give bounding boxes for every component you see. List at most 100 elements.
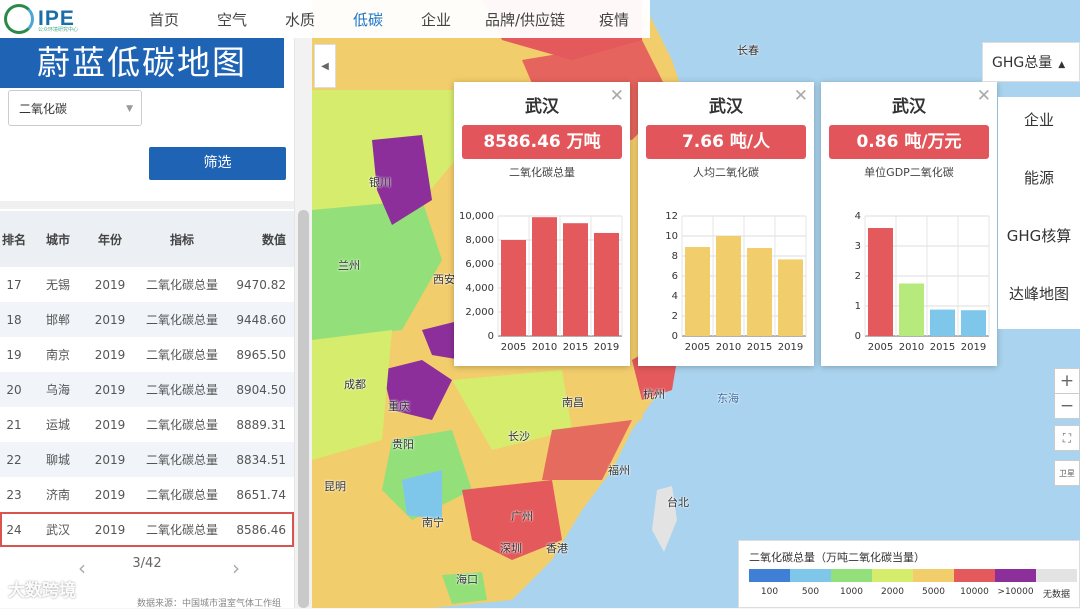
nav-epidemic[interactable]: 疫情 (598, 10, 629, 29)
table-cell-metric: 二氧化碳总量 (145, 523, 218, 537)
close-icon[interactable]: ✕ (609, 86, 624, 106)
table-cell-value: 8904.50 (236, 382, 286, 397)
bar[interactable] (563, 223, 588, 336)
legend-swatch (872, 569, 913, 582)
table-cell-value: 8586.46 (236, 522, 286, 537)
map-label: 贵阳 (392, 438, 414, 451)
legend-swatch (1036, 569, 1077, 582)
side-menu: 企业 能源 GHG核算 达峰地图 (998, 97, 1080, 329)
table-row[interactable]: 22 聊城 2019 二氧化碳总量 8834.51 (0, 442, 294, 477)
table-cell-year: 2019 (94, 522, 126, 537)
collapse-panel-button[interactable]: ◀ (314, 44, 336, 88)
bar-chart-per-gdp: 0 1 2 3 4 2005 2010 2015 2019 (855, 211, 990, 353)
table-row[interactable]: 17 无锡 2019 二氧化碳总量 9470.82 (0, 267, 294, 302)
table-cell-value: 9448.60 (236, 312, 286, 327)
table-cell-value: 9470.82 (236, 277, 286, 292)
caret-up-icon: ▲ (1058, 60, 1066, 70)
pagination: ‹ 3/42 › (0, 556, 294, 580)
table-row[interactable]: 24 武汉 2019 二氧化碳总量 8586.46 (0, 512, 294, 547)
close-icon[interactable]: ✕ (976, 86, 991, 106)
chevron-right-icon[interactable]: › (232, 556, 240, 580)
map-legend: 二氧化碳总量（万吨二氧化碳当量） 100 500 1000 2000 5000 … (738, 540, 1080, 608)
x-tick-label: 2005 (868, 342, 893, 353)
filter-button[interactable]: 筛选 (149, 147, 286, 180)
ghg-total-dropdown[interactable]: GHG总量 ▲ (982, 42, 1080, 82)
y-tick-label: 10 (665, 231, 678, 242)
table-cell-city: 运城 (45, 418, 70, 432)
table-cell-year: 2019 (94, 417, 126, 432)
table-row[interactable]: 18 邯郸 2019 二氧化碳总量 9448.60 (0, 302, 294, 337)
table-header: 排名 城市 年份 指标 数值 (0, 211, 294, 267)
map-label: 杭州 (643, 388, 665, 401)
x-tick-label: 2015 (563, 342, 588, 353)
table-row[interactable]: 20 乌海 2019 二氧化碳总量 8904.50 (0, 372, 294, 407)
map-label: 深圳 (500, 542, 522, 555)
bar-chart-per-capita: 0 2 4 6 8 10 12 2005 2010 2015 2019 (665, 211, 807, 353)
table-cell-year: 2019 (94, 487, 126, 502)
table-row[interactable]: 23 济南 2019 二氧化碳总量 8651.74 (0, 477, 294, 512)
zoom-out-button[interactable]: − (1054, 393, 1080, 419)
side-menu-ghg-accounting[interactable]: GHG核算 (1006, 227, 1072, 245)
chevron-left-icon[interactable]: ‹ (78, 556, 86, 580)
nav-home[interactable]: 首页 (148, 10, 179, 29)
nav-air[interactable]: 空气 (216, 10, 247, 29)
table-cell-city: 邯郸 (45, 313, 70, 327)
bar[interactable] (685, 247, 710, 336)
bar[interactable] (594, 232, 619, 336)
table-cell-year: 2019 (94, 382, 126, 397)
popup-card-per-capita: ✕ 武汉 7.66 吨/人 人均二氧化碳 0 2 4 6 8 10 12 2005 2010 20… (638, 82, 814, 366)
side-menu-peak-map[interactable]: 达峰地图 (1008, 285, 1069, 303)
table-cell-city: 济南 (45, 488, 70, 502)
bar[interactable] (716, 236, 741, 336)
bar[interactable] (961, 310, 986, 336)
nav-water[interactable]: 水质 (284, 10, 315, 29)
card-label: 二氧化碳总量 (509, 166, 575, 179)
fullscreen-icon[interactable]: ⛶ (1054, 425, 1080, 451)
table-cell-metric: 二氧化碳总量 (145, 313, 218, 327)
side-menu-energy[interactable]: 能源 (1023, 169, 1054, 187)
bar[interactable] (930, 309, 955, 336)
table-cell-metric: 二氧化碳总量 (145, 278, 218, 292)
x-tick-label: 2019 (961, 342, 986, 353)
nav-enterprise[interactable]: 企业 (420, 10, 451, 29)
map-label: 南昌 (562, 396, 584, 409)
nav-low-carbon[interactable]: 低碳 (352, 10, 383, 29)
bar[interactable] (532, 217, 557, 336)
x-tick-label: 2010 (716, 342, 741, 353)
y-tick-label: 12 (665, 211, 678, 222)
map-label: 海口 (456, 573, 478, 586)
y-tick-label: 6,000 (465, 259, 494, 270)
legend-swatch (913, 569, 954, 582)
divider (0, 201, 294, 209)
bar[interactable] (778, 259, 803, 336)
map-label: 兰州 (338, 259, 360, 272)
table-cell-metric: 二氧化碳总量 (145, 453, 218, 467)
zoom-in-button[interactable]: + (1054, 368, 1080, 394)
table-row[interactable]: 21 运城 2019 二氧化碳总量 8889.31 (0, 407, 294, 442)
bar[interactable] (899, 283, 924, 337)
y-tick-label: 3 (855, 241, 861, 252)
bar[interactable] (747, 248, 772, 336)
page-title: 蔚蓝低碳地图 (0, 38, 284, 88)
table-cell-metric: 二氧化碳总量 (145, 348, 218, 362)
pollutant-select[interactable]: 二氧化碳 ▼ (8, 90, 142, 126)
close-icon[interactable]: ✕ (793, 86, 808, 106)
scrollbar[interactable] (294, 38, 312, 608)
bar[interactable] (501, 240, 526, 336)
scroll-thumb[interactable] (298, 210, 309, 608)
ipe-logo[interactable]: IPE 公众环境研究中心 (0, 4, 130, 34)
card-label: 单位GDP二氧化碳 (864, 166, 954, 179)
bar[interactable] (868, 228, 893, 336)
table-row[interactable]: 19 南京 2019 二氧化碳总量 8965.50 (0, 337, 294, 372)
x-tick-label: 2015 (930, 342, 955, 353)
y-tick-label: 4,000 (465, 283, 494, 294)
x-tick-label: 2010 (532, 342, 557, 353)
card-value: 7.66 吨/人 (646, 125, 806, 159)
y-tick-label: 4 (672, 291, 678, 302)
table-cell-rank: 20 (6, 382, 22, 397)
nav-brand-supply-chain[interactable]: 品牌/供应链 (484, 10, 566, 29)
table-cell-city: 武汉 (45, 523, 70, 537)
side-menu-enterprise[interactable]: 企业 (1023, 111, 1054, 129)
top-navigation: IPE 公众环境研究中心 首页 空气 水质 低碳 企业 品牌/供应链 疫情 (0, 0, 650, 38)
satellite-toggle[interactable]: 卫星 (1054, 460, 1080, 486)
